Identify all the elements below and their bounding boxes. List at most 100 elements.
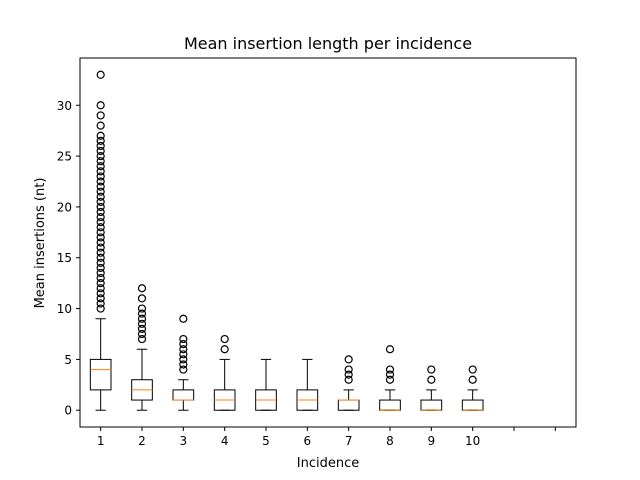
outlier-point — [96, 238, 105, 247]
outlier-point — [96, 177, 105, 186]
outlier-point — [96, 268, 105, 278]
y-tick-label: 10 — [57, 302, 72, 316]
outlier-point — [427, 365, 436, 374]
y-tick-label: 5 — [64, 353, 72, 367]
outlier-point — [179, 365, 188, 374]
outlier-point — [96, 212, 105, 222]
outlier-point — [385, 345, 395, 354]
box-group-3 — [172, 314, 195, 411]
outlier-point — [344, 355, 353, 364]
box-group-6 — [296, 358, 319, 411]
outlier-point — [468, 375, 477, 384]
x-tick-label: 8 — [386, 434, 394, 448]
outlier-point — [96, 253, 105, 262]
outlier-point — [96, 228, 105, 237]
outlier-point — [468, 365, 477, 374]
outlier-point — [137, 319, 147, 328]
outlier-point — [137, 314, 147, 323]
x-tick-label: 9 — [428, 434, 436, 448]
outlier-point — [96, 136, 105, 145]
outlier-point — [96, 111, 105, 120]
outlier-point — [96, 207, 105, 217]
outlier-point — [96, 289, 105, 298]
outlier-point — [96, 172, 105, 181]
x-tick-label: 7 — [345, 434, 353, 448]
box-group-10 — [461, 365, 484, 411]
box-group-2 — [131, 284, 153, 411]
axes: 1 2 3 4 5 6 7 8 9 10 0 5 10 15 20 25 30 — [57, 57, 577, 448]
iqr-box — [89, 358, 112, 391]
outlier-point — [220, 345, 229, 354]
outlier-point — [96, 279, 105, 288]
outlier-point — [96, 141, 105, 151]
x-tick-label: 5 — [262, 434, 270, 448]
x-tick-label: 1 — [97, 434, 105, 448]
outlier-point — [96, 197, 105, 206]
outlier-point — [96, 182, 105, 191]
outlier-point — [179, 340, 188, 349]
outlier-point — [96, 131, 105, 140]
outlier-point — [427, 375, 436, 384]
y-tick-label: 0 — [64, 404, 72, 418]
outlier-point — [385, 365, 395, 374]
outlier-point — [344, 365, 353, 374]
outlier-point — [137, 334, 147, 344]
outlier-point — [96, 187, 105, 196]
outlier-point — [137, 309, 147, 318]
outlier-point — [179, 360, 188, 369]
outlier-point — [96, 192, 105, 201]
x-tick-label: 3 — [180, 434, 188, 448]
x-tick-label: 4 — [221, 434, 229, 448]
x-tick-label: 6 — [304, 434, 312, 448]
chart-title: Mean insertion length per incidence — [184, 34, 472, 53]
outlier-point — [96, 151, 105, 161]
outlier-point — [96, 294, 105, 303]
plot-frame — [79, 57, 577, 428]
outlier-point — [96, 218, 105, 227]
plot-area — [89, 70, 484, 411]
box-group-5 — [255, 358, 277, 411]
x-tick-label: 2 — [138, 434, 146, 448]
outlier-point — [96, 304, 105, 313]
y-tick-label: 25 — [57, 150, 72, 164]
outlier-point — [96, 223, 105, 232]
outlier-point — [344, 370, 353, 379]
y-axis-label: Mean insertions (nt) — [33, 178, 48, 309]
outlier-point — [96, 258, 105, 267]
outlier-point — [96, 101, 105, 110]
outlier-point — [96, 243, 105, 252]
outlier-point — [220, 334, 229, 344]
outlier-point — [96, 273, 105, 283]
y-tick-label: 20 — [57, 200, 72, 214]
outlier-point — [385, 375, 395, 384]
box-group-7 — [337, 355, 360, 411]
box-group-4 — [213, 334, 236, 411]
box-group-8 — [379, 345, 401, 411]
outlier-point — [96, 162, 105, 171]
outlier-point — [96, 202, 105, 212]
outlier-point — [96, 299, 105, 308]
outlier-point — [179, 334, 188, 344]
outlier-point — [96, 233, 105, 242]
outlier-point — [179, 355, 188, 364]
outlier-point — [179, 350, 188, 359]
x-axis-label: Incidence — [297, 456, 359, 471]
outlier-point — [137, 304, 147, 313]
outlier-point — [96, 248, 105, 257]
outlier-point — [344, 375, 353, 384]
outlier-point — [96, 70, 105, 79]
outlier-point — [179, 314, 188, 323]
outlier-point — [137, 329, 147, 339]
outlier-point — [96, 121, 105, 130]
outlier-point — [137, 324, 147, 334]
y-tick-label: 15 — [57, 251, 72, 265]
outlier-point — [96, 167, 105, 176]
y-tick-label: 30 — [57, 99, 72, 113]
outlier-point — [385, 370, 395, 379]
outlier-point — [96, 284, 105, 293]
box-group-1 — [89, 70, 112, 411]
x-tick-label: 10 — [465, 434, 480, 448]
outlier-point — [179, 345, 188, 354]
